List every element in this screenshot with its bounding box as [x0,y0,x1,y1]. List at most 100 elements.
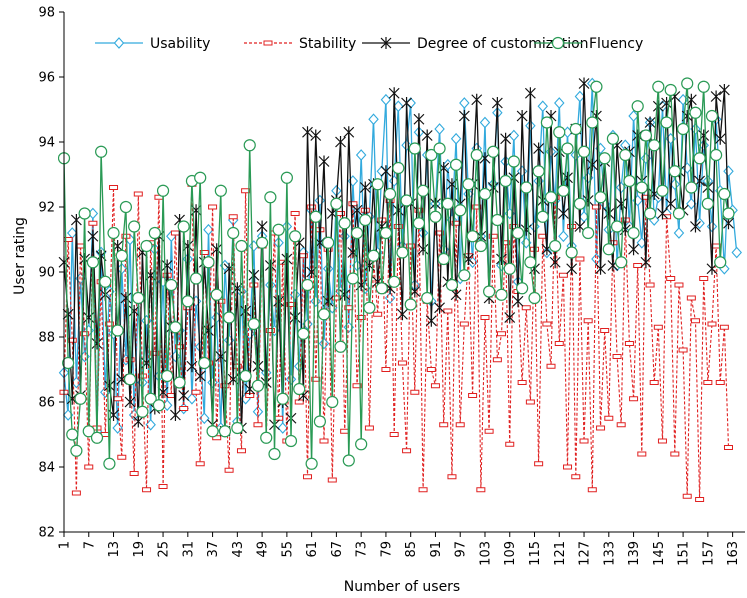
data-point [591,204,601,210]
data-point [668,165,681,178]
data-point [208,204,218,210]
data-point [705,109,719,123]
data-point [70,444,83,457]
data-point [604,415,614,421]
data-point [218,425,232,438]
data-point [674,282,684,288]
data-point [319,438,329,444]
x-tick-label: 121 [553,541,568,566]
data-point [706,220,718,233]
data-point [542,321,552,327]
data-point [715,380,725,385]
data-point [439,422,449,428]
data-point [195,461,205,467]
data-point [540,116,553,129]
data-point [210,288,223,301]
data-point [491,213,504,227]
data-point [479,116,491,129]
data-point [129,471,139,476]
data-point [132,291,145,305]
data-point [480,315,490,320]
data-point [240,305,252,317]
legend-marker [263,40,273,46]
data-point [653,324,663,330]
data-point [586,158,598,171]
data-point [443,308,453,314]
data-point [99,275,112,288]
data-point [511,226,525,240]
x-tick-label: 73 [355,541,370,558]
data-point [247,317,260,331]
data-point [194,171,207,184]
data-point [66,428,79,441]
data-point [241,188,251,194]
data-point [433,142,446,155]
y-tick-label: 90 [38,266,55,281]
data-point [260,431,273,444]
x-tick-label: 103 [478,541,493,566]
data-point [575,256,585,262]
data-point [470,148,483,162]
plot-area [58,77,742,502]
data-point [289,311,301,324]
data-point [414,207,424,213]
data-point [363,301,376,314]
data-point [722,207,735,220]
data-point [112,422,123,434]
data-point [610,220,624,233]
x-tick-label: 67 [330,541,345,558]
data-point [248,269,260,282]
x-tick-label: 127 [578,541,593,566]
data-point [719,324,729,330]
data-point [133,191,143,197]
data-point [310,129,322,142]
data-point [103,379,115,392]
data-point [699,276,709,281]
data-point [339,288,351,301]
data-point [571,474,581,480]
data-point [416,184,430,197]
data-point [544,191,558,204]
data-point [450,132,462,145]
data-point [142,487,152,493]
data-point [364,425,374,431]
data-point [318,337,330,350]
data-point [488,233,498,239]
data-point [330,197,343,210]
data-point [629,396,639,402]
data-point [128,220,141,233]
data-point [71,490,81,496]
data-point [384,292,396,304]
data-point [628,110,639,122]
data-point [62,308,74,321]
data-point [582,226,595,240]
data-point [437,252,450,266]
data-point [251,379,265,392]
data-point [590,80,603,93]
data-point [690,220,701,233]
data-point [88,220,98,226]
data-point [549,239,562,253]
data-point [335,136,346,148]
legend-entry: Degree of customization [362,36,589,52]
data-point [286,302,296,307]
data-point [203,223,214,236]
data-point [563,464,573,470]
data-point [670,451,680,457]
y-tick-label: 86 [38,396,55,411]
data-point [351,204,363,217]
data-point [80,331,90,337]
data-point [392,161,405,175]
data-point [524,87,536,100]
y-tick-label: 94 [38,136,55,151]
data-point [557,207,569,220]
data-point [392,204,404,217]
data-point [619,148,632,162]
data-point [381,367,391,372]
legend: Usability Stability Degree of customizatio… [95,36,643,52]
data-point [459,97,470,109]
x-tick-label: 37 [206,541,221,558]
data-point [309,210,322,223]
data-point [412,217,426,230]
data-point [280,171,293,184]
